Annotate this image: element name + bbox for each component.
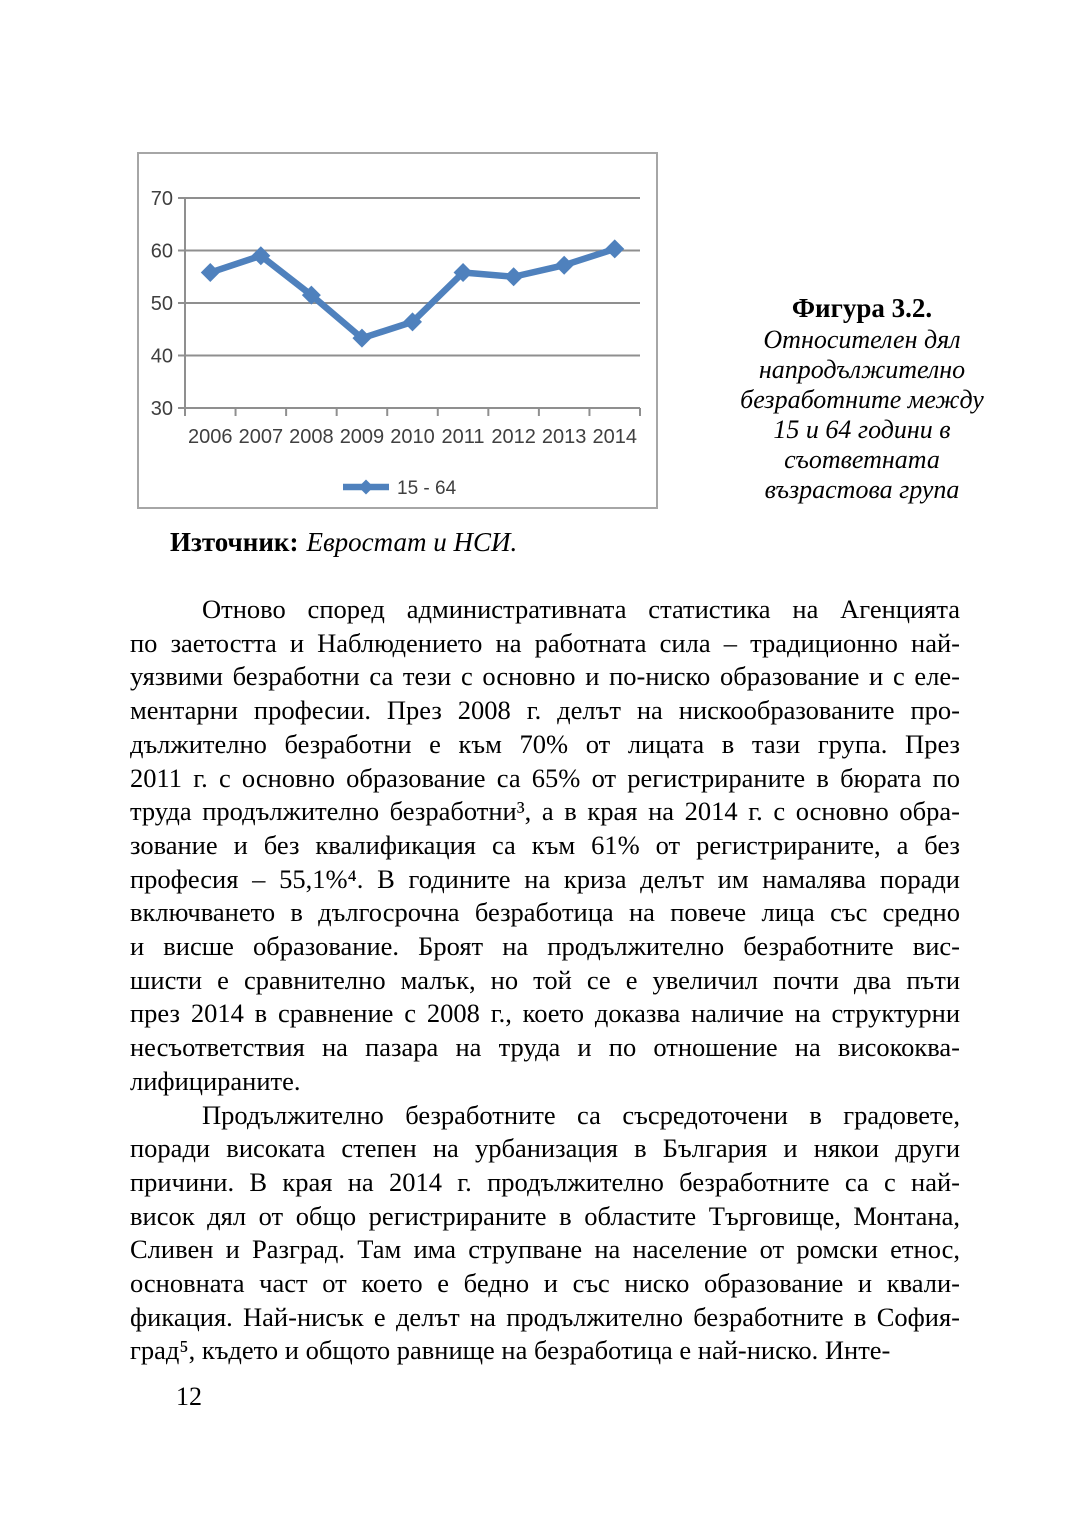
text-line: уязвими безработни са тези с основно и п… xyxy=(130,661,960,692)
figure-caption: Фигура 3.2. Относителен дял напродължител… xyxy=(688,291,1036,505)
text-line: фикация. Най-нисък е делът на продължите… xyxy=(130,1301,960,1332)
x-tick-label: 2013 xyxy=(542,426,587,448)
text-line: поради високата степен на урбанизация в … xyxy=(130,1133,960,1164)
text-line: напродължително xyxy=(758,355,966,384)
legend-marker-icon xyxy=(358,479,374,495)
body-text: Отново според административната статисти… xyxy=(130,593,960,1368)
paragraph-1: Отново според административната статисти… xyxy=(130,593,960,1099)
data-point-marker xyxy=(200,263,220,283)
x-tick-label: 2009 xyxy=(340,426,385,448)
y-tick-label: 50 xyxy=(151,293,173,315)
text-line: Относителен дял xyxy=(763,325,961,354)
figure-title: Фигура 3.2. xyxy=(791,293,933,323)
text-line: шисти е сравнително малък, но той се е у… xyxy=(130,964,960,995)
text-line: град⁵, където и общото равнище на безраб… xyxy=(130,1335,891,1366)
legend-label: 15 - 64 xyxy=(397,478,457,499)
text-line: Продължително безработните са съсредоточ… xyxy=(202,1099,960,1130)
text-line: 2011 г. с основно образование са 65% от … xyxy=(130,762,960,793)
paragraph-2: Продължително безработните са съсредоточ… xyxy=(130,1099,960,1369)
data-point-marker xyxy=(352,328,372,348)
x-tick-label: 2014 xyxy=(592,426,637,448)
text-line: лифицираните. xyxy=(130,1065,301,1096)
y-tick-label: 40 xyxy=(151,346,173,368)
text-line: професия – 55,1%⁴. В годините на криза д… xyxy=(130,863,960,894)
x-tick-label: 2011 xyxy=(442,426,485,448)
data-point-marker xyxy=(554,255,574,275)
text-line: възрастова група xyxy=(764,475,960,504)
x-tick-label: 2008 xyxy=(289,426,334,448)
text-line: съответната xyxy=(784,445,940,474)
figure-chart: 30 40 50 60 70 2006 2007 2008 2009 2010 2011 2012 20… xyxy=(137,152,658,509)
text-line: причини. В края на 2014 г. продължително… xyxy=(130,1166,960,1197)
x-tick-label: 2007 xyxy=(239,426,283,448)
text-line: включването в дългосрочна безработица на… xyxy=(130,897,960,928)
data-point-marker xyxy=(403,312,422,332)
y-tick-label: 30 xyxy=(151,398,173,420)
data-point-marker xyxy=(251,246,271,266)
text-line: 15 и 64 години в xyxy=(773,415,951,444)
text-line: и висше образование. Броят на продължите… xyxy=(130,931,960,962)
text-line: безработните между xyxy=(740,385,984,414)
text-line: основната част от което е бедно и със ни… xyxy=(130,1268,960,1299)
chart-border xyxy=(137,152,658,509)
figure-source: Източник: Евростат и НСИ. xyxy=(170,526,517,558)
text-line: Отново според административната статисти… xyxy=(202,594,960,624)
y-tick-label: 60 xyxy=(151,241,173,263)
x-tick-label: 2010 xyxy=(390,426,435,448)
unemployment-line-chart: 30 40 50 60 70 2006 2007 2008 2009 2010 2011 2012 20… xyxy=(137,152,658,509)
text-line: висок дял от общо регистрираните в облас… xyxy=(130,1200,960,1231)
text-line: зование и без квалификация са към 61% от… xyxy=(130,829,960,860)
x-tick-label: 2006 xyxy=(188,426,233,448)
text-line: по заетостта и Наблюдението на работната… xyxy=(130,627,960,658)
text-line: Сливен и Разград. Там има струпване на н… xyxy=(130,1234,960,1265)
data-point-marker xyxy=(301,285,321,305)
text-line: ментарни професии. През 2008 г. делът на… xyxy=(130,695,960,726)
text-line: дължително безработни е към 70% от лицат… xyxy=(130,728,960,759)
y-tick-label: 70 xyxy=(151,188,173,210)
text-line: несъответствия на пазара на труда и по о… xyxy=(130,1032,960,1063)
x-tick-label: 2012 xyxy=(491,426,535,448)
data-point-marker xyxy=(453,263,473,283)
source-text: Евростат и НСИ. xyxy=(306,527,518,557)
figure-subtitle: Относителен дял напродължително безработни… xyxy=(688,325,1036,505)
text-line: труда продължително безработни³, а в кра… xyxy=(130,796,960,827)
data-point-marker xyxy=(605,239,625,259)
source-label: Източник: xyxy=(170,527,299,557)
chart-legend: 15 - 64 xyxy=(343,478,457,499)
text-line: през 2014 в сравнение с 2008 г., което д… xyxy=(130,998,960,1029)
page-number: 12 xyxy=(176,1382,202,1411)
data-point-marker xyxy=(504,267,524,287)
